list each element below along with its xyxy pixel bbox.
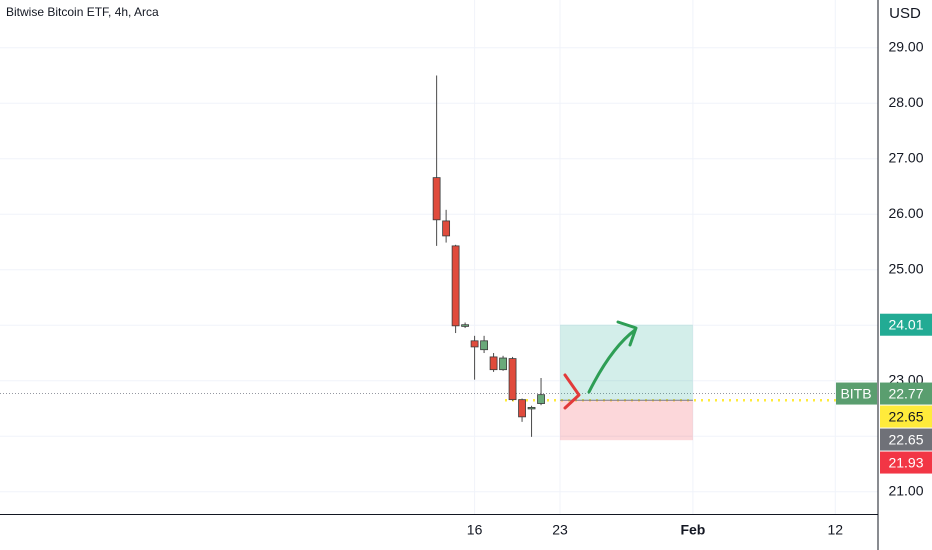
chart-title: Bitwise Bitcoin ETF, 4h, Arca	[6, 5, 159, 19]
candle-body	[508, 358, 517, 401]
grid	[0, 0, 878, 514]
red-arrow	[563, 373, 581, 410]
x-tick-label: 23	[552, 522, 568, 538]
symbol-label-box	[836, 382, 877, 405]
price-label: 22.65	[888, 431, 923, 447]
candle-body	[527, 407, 536, 410]
candle-body	[461, 324, 470, 327]
candle-body	[518, 399, 526, 418]
loss-zone	[560, 400, 693, 441]
price-label-box	[880, 382, 932, 405]
y-tick-label: 25.00	[888, 260, 923, 276]
y-tick-label: 27.00	[888, 149, 923, 165]
x-tick-label: Feb	[680, 522, 705, 538]
price-label-box	[880, 313, 932, 336]
axes: 21.0022.0023.0024.0025.0026.0027.0028.00…	[467, 38, 924, 537]
candle-body	[489, 356, 498, 371]
position-tool	[560, 324, 693, 441]
candle-body	[432, 177, 441, 221]
candle-body	[499, 357, 507, 371]
price-label-box	[880, 451, 932, 474]
candle-body	[480, 340, 488, 351]
green-arrowhead	[616, 320, 638, 347]
x-tick-label: 12	[827, 522, 843, 538]
price-label-box	[880, 428, 932, 451]
price-label: 24.01	[888, 316, 923, 332]
candle-body	[470, 340, 479, 348]
price-label: 22.77	[888, 385, 923, 401]
drawings	[563, 320, 638, 410]
x-tick-label: 16	[467, 522, 483, 538]
candle-body	[451, 245, 460, 327]
price-labels: 22.77 BITB 22.65 22.65 21.93 24.01	[836, 313, 932, 474]
y-tick-label: 21.00	[888, 483, 923, 499]
y-tick-label: 28.00	[888, 94, 923, 110]
price-label: 22.65	[888, 408, 923, 424]
price-label: 21.93	[888, 454, 923, 470]
candle-body	[537, 394, 545, 404]
price-label-box	[880, 405, 932, 428]
green-arrow	[587, 328, 637, 394]
candles	[432, 75, 545, 437]
candle-body	[442, 220, 451, 237]
symbol-label: BITB	[840, 385, 871, 401]
y-tick-label: 29.00	[888, 38, 923, 54]
y-tick-label: 26.00	[888, 205, 923, 221]
currency: USD	[889, 5, 921, 22]
